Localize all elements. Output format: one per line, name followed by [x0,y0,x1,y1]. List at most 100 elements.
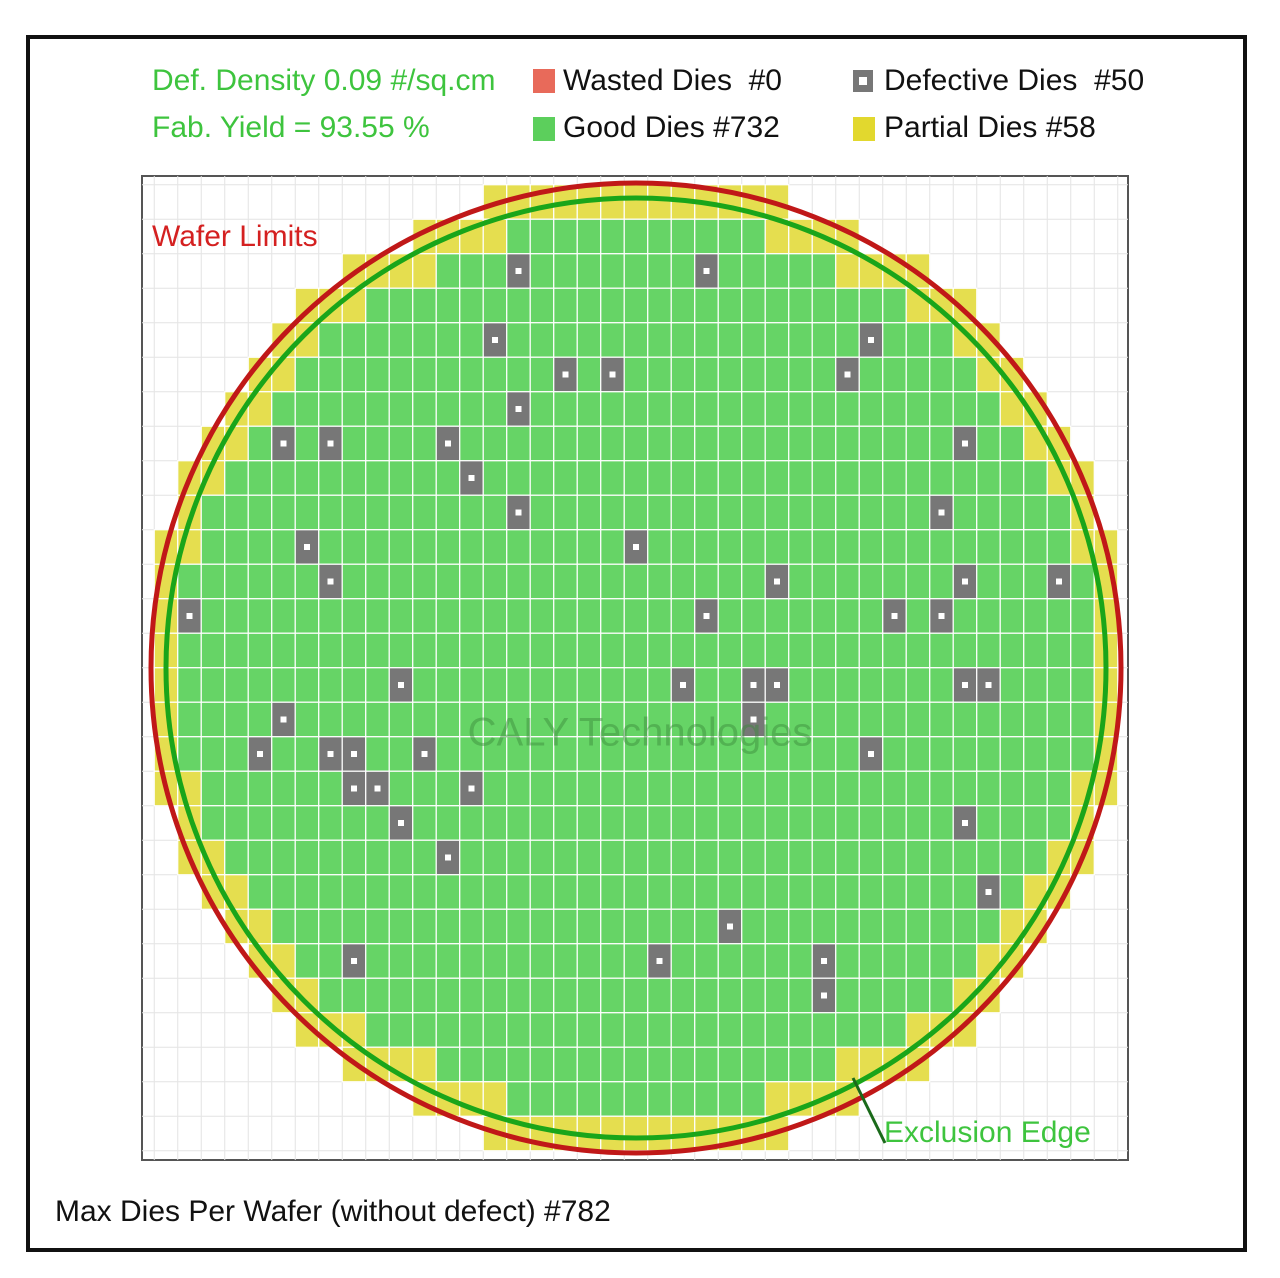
partial-die [623,184,649,220]
good-die [858,632,884,669]
wasted-label: Wasted Dies #0 [563,64,782,97]
good-die [459,529,484,565]
good-die [976,460,1001,496]
good-die [764,494,790,531]
good-die [623,667,649,703]
good-die [670,1046,696,1083]
good-die [553,253,578,289]
good-die [811,391,837,427]
defect-dot [938,613,945,619]
good-die [694,425,719,462]
good-die [882,908,907,945]
good-die [506,1081,531,1117]
good-die [764,322,790,358]
defective-label: Defective Dies #50 [884,64,1144,97]
good-die [412,839,437,876]
good-die [1046,494,1072,531]
good-die [482,977,508,1014]
good-die [670,1081,696,1117]
good-die [576,667,602,703]
good-die [412,425,437,462]
defect-dot [280,440,287,447]
good-die [388,632,414,669]
good-die [224,598,249,634]
good-die [717,1012,743,1048]
good-die [741,1046,766,1083]
good-die [506,667,531,703]
good-die [811,460,837,496]
good-die [271,598,296,634]
good-die [882,667,907,703]
good-die [647,425,672,462]
fab-yield: Fab. Yield = 93.55 % [152,111,430,144]
defect-dot [515,406,522,412]
partial-label: Partial Dies #58 [884,111,1096,144]
good-die [788,874,813,910]
good-die [1046,529,1072,565]
good-die [318,598,343,634]
good-die [670,805,696,841]
footer: Max Dies Per Wafer (without defect) #782 [55,1195,611,1228]
good-die [553,632,578,669]
good-die [647,770,672,807]
good-die [224,460,249,496]
good-die [882,632,907,669]
good-die [905,943,931,979]
good-die [882,391,907,427]
good-die [741,460,766,496]
good-die [482,770,508,807]
good-die [459,1046,484,1083]
good-die [529,494,555,531]
good-die [929,460,954,496]
good-die [600,598,625,634]
defect-dot [515,509,522,516]
good-die [459,322,484,358]
defect-dot [868,751,874,757]
good-die [647,632,672,669]
good-die [623,908,649,945]
good-die [576,529,602,565]
good-die [1046,770,1072,807]
good-die [294,391,320,427]
good-die [647,253,672,289]
good-die [482,908,508,945]
good-die [200,563,226,600]
good-die [788,287,813,324]
good-die [506,805,531,841]
good-die [905,736,931,772]
good-die [459,943,484,979]
good-die [788,667,813,703]
good-die [1023,805,1048,841]
good-die [717,1081,743,1117]
good-die [882,287,907,324]
good-die [294,494,320,531]
good-die [553,598,578,634]
good-die [553,1046,578,1083]
good-die [882,839,907,876]
good-die [271,632,296,669]
good-die [435,805,461,841]
good-die [529,1012,555,1048]
good-die [600,1012,625,1048]
good-die [999,701,1025,738]
good-die [435,529,461,565]
good-die [835,805,860,841]
defect-dot [774,682,780,688]
good-die [788,1046,813,1083]
good-die [623,1012,649,1048]
good-die [224,701,249,738]
good-die [741,494,766,531]
good-die [224,839,249,876]
good-die [318,701,343,738]
good-die [788,908,813,945]
good-die [929,977,954,1014]
good-die [741,1081,766,1117]
good-die [694,218,719,255]
wafer-limit-circle [148,180,1124,1156]
good-die [388,494,414,531]
good-die [576,391,602,427]
good-die [341,839,367,876]
good-die [553,529,578,565]
good-die [717,218,743,255]
good-die [365,1012,390,1048]
